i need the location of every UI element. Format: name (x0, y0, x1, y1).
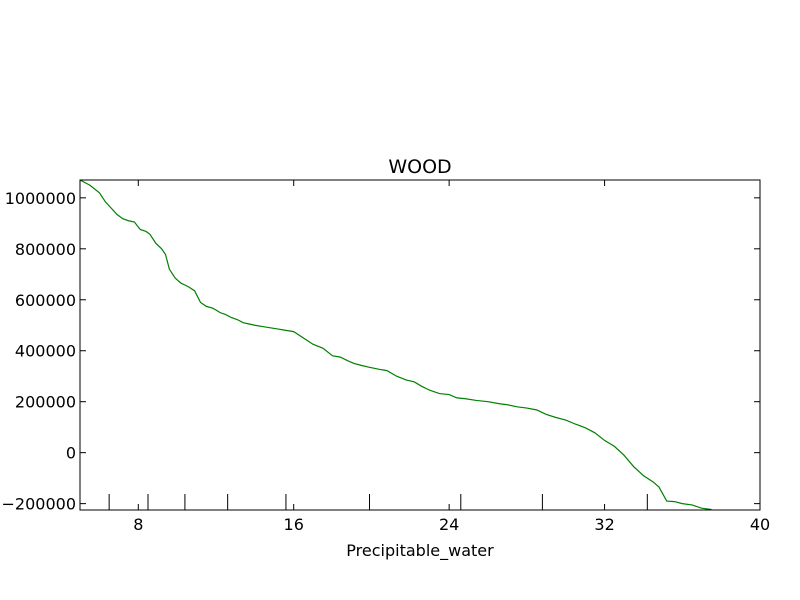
y-tick-label: −200000 (2, 495, 76, 514)
y-tick-label: 0 (66, 444, 76, 463)
x-tick-label: 32 (594, 515, 614, 534)
x-tick-label: 8 (133, 515, 143, 534)
chart-title: WOOD (388, 156, 451, 178)
x-tick-label: 40 (750, 515, 770, 534)
x-tick-label: 16 (284, 515, 304, 534)
y-tick-label: 1000000 (5, 189, 76, 208)
y-tick-label: 600000 (15, 291, 76, 310)
series-group (79, 179, 712, 511)
tick-marks (80, 180, 761, 510)
series-line (79, 179, 712, 511)
y-tick-label: 200000 (15, 393, 76, 412)
rug-marks (108, 494, 648, 510)
tick-labels: −200000 0 200000 400000 600000 800000 1000000 8… (2, 189, 771, 534)
x-tick-label: 24 (439, 515, 459, 534)
y-tick-label: 800000 (15, 240, 76, 259)
x-axis-label: Precipitable_water (346, 541, 494, 561)
plot-frame (79, 179, 761, 511)
y-tick-label: 400000 (15, 342, 76, 361)
